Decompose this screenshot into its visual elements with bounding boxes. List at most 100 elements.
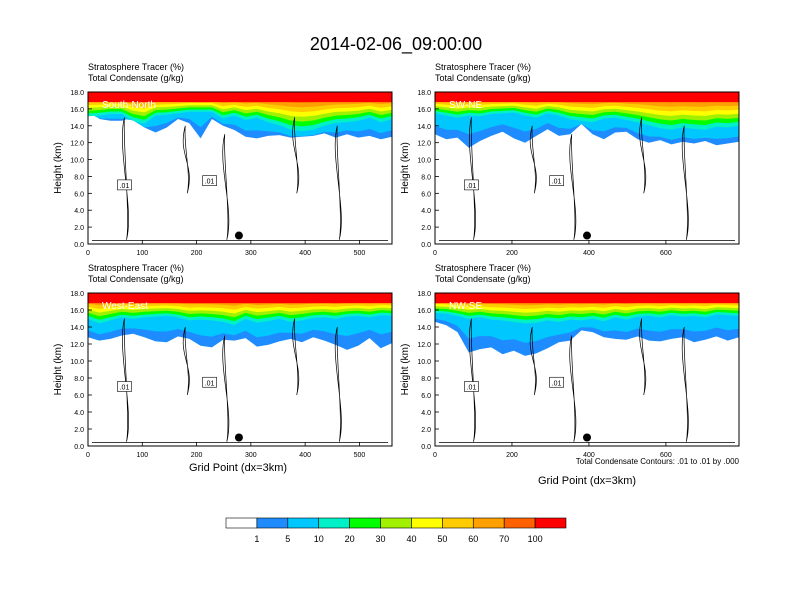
panel-nw-se: .01 .01 NW-SE Stratosphere Tracer (%)Total … [400, 263, 740, 459]
plot-frame [87, 292, 393, 447]
contour-line [681, 125, 689, 240]
ytick-label: 4.0 [421, 410, 431, 417]
contour-line [122, 318, 129, 442]
figure-title: 2014-02-06_09:00:00 [310, 34, 482, 55]
contour-label-box [549, 376, 564, 388]
contour-line [222, 134, 230, 240]
ytick-label: 6.0 [74, 393, 84, 400]
ytick-label: 10.0 [70, 158, 84, 165]
contour-line [122, 117, 129, 240]
ytick-label: 8.0 [421, 376, 431, 383]
tracer-field [435, 293, 739, 356]
colorbar-segment [318, 517, 350, 529]
ytick-label: 2.0 [421, 427, 431, 434]
colorbar-label: 70 [499, 534, 509, 544]
ytick-label: 18.0 [417, 291, 431, 298]
colorbar: 1 5 10 20 30 40 50 60 70 100 [225, 517, 567, 544]
ytick-label: 10.0 [417, 158, 431, 165]
colorbar-segment [503, 517, 536, 529]
xtick-label: 0 [433, 452, 437, 459]
plot-frame [87, 91, 393, 245]
contour-label-box [117, 179, 132, 191]
contour-line [529, 326, 537, 396]
ytick-label: 18.0 [70, 291, 84, 298]
ytick-label: 2.0 [74, 225, 84, 232]
condensate-contours [92, 117, 388, 241]
plot-frame [434, 91, 740, 245]
colorbar-label: 30 [376, 534, 386, 544]
contour-line [292, 318, 300, 396]
colorbar-label: 40 [406, 534, 416, 544]
ytick-label: 18.0 [70, 90, 84, 97]
colorbar-label: 100 [528, 534, 543, 544]
xtick-label: 200 [191, 452, 203, 459]
colorbar-label: 10 [314, 534, 324, 544]
xtick-label: 0 [86, 452, 90, 459]
xtick-label: 0 [86, 250, 90, 257]
field-title: Stratosphere Tracer (%) [88, 62, 184, 72]
ytick-label: 8.0 [74, 174, 84, 181]
panel-name: NW-SE [449, 301, 482, 312]
contour-label-box [549, 175, 564, 186]
ylabel: Height (km) [400, 344, 411, 396]
xtick-label: 300 [245, 250, 257, 257]
field2-title: Total Condensate (g/kg) [435, 274, 531, 284]
xaxis-label-right: Grid Point (dx=3km) [538, 475, 636, 487]
site-marker [583, 433, 591, 442]
xaxis-label-left: Grid Point (dx=3km) [189, 462, 287, 474]
ylabel: Height (km) [400, 142, 411, 194]
contour-label-box [464, 179, 479, 191]
contour-line [569, 335, 577, 442]
xtick-label: 200 [191, 250, 203, 257]
ytick-label: 4.0 [74, 410, 84, 417]
field2-title: Total Condensate (g/kg) [88, 274, 184, 284]
panel-name: South-North [102, 100, 156, 111]
ytick-label: 10.0 [417, 359, 431, 366]
colorbar-label: 60 [468, 534, 478, 544]
contour-line [469, 117, 476, 240]
ytick-label: 14.0 [70, 124, 84, 131]
ytick-label: 16.0 [70, 308, 84, 315]
colorbar-segment [380, 517, 412, 529]
field-title: Stratosphere Tracer (%) [435, 263, 531, 273]
contour-label: .01 [205, 380, 215, 387]
contour-label: .01 [120, 385, 130, 392]
ytick-label: 0.0 [74, 444, 84, 451]
plot-frame [434, 292, 740, 447]
contour-label-box [117, 381, 132, 392]
colorbar-segment [472, 517, 505, 529]
colorbar-segment [411, 517, 443, 529]
ytick-label: 16.0 [70, 107, 84, 114]
contour-line [469, 318, 476, 442]
xtick-label: 0 [433, 250, 437, 257]
ytick-label: 8.0 [74, 376, 84, 383]
contour-line [182, 125, 190, 194]
ytick-label: 12.0 [417, 342, 431, 349]
ytick-label: 14.0 [70, 325, 84, 332]
xtick-label: 200 [506, 250, 518, 257]
panel-west-east: .01 .01 West-East Stratosphere Tracer (%)To… [53, 263, 393, 459]
ytick-label: 14.0 [417, 124, 431, 131]
colorbar-label: 1 [254, 534, 259, 544]
colorbar-segment [287, 517, 320, 529]
tracer-top-band [435, 293, 739, 304]
ytick-label: 6.0 [421, 191, 431, 198]
tracer-top-band [435, 92, 739, 103]
field-title: Stratosphere Tracer (%) [435, 62, 531, 72]
contour-line [529, 125, 537, 194]
contour-label-box [202, 175, 217, 186]
panel-name: SW-NE [449, 100, 482, 111]
colorbar-segment [256, 517, 289, 529]
panel-south-north: .01 .01 South-North Stratosphere Tracer (%)… [53, 62, 393, 257]
ytick-label: 0.0 [421, 444, 431, 451]
ytick-label: 8.0 [421, 174, 431, 181]
site-marker [234, 433, 243, 442]
contour-line [292, 117, 300, 194]
xtick-label: 100 [136, 250, 148, 257]
contour-line [334, 125, 342, 240]
ytick-label: 2.0 [421, 225, 431, 232]
ylabel: Height (km) [53, 344, 64, 396]
tracer-top-band [88, 92, 392, 103]
ytick-label: 6.0 [74, 191, 84, 198]
